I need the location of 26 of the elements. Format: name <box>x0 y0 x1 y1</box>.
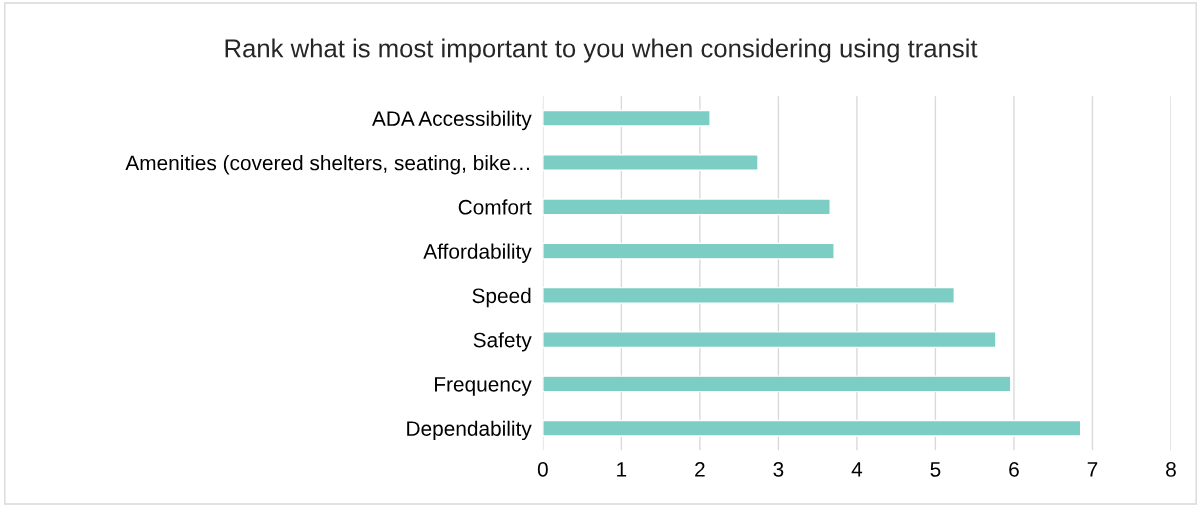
x-tick-label: 4 <box>851 462 863 477</box>
bar <box>542 331 997 349</box>
y-tick-label: Comfort <box>458 199 532 215</box>
y-tick-label: Amenities (covered shelters, seating, bike… <box>125 155 529 175</box>
x-tick-label: 1 <box>617 462 627 477</box>
y-tick-label: Affordability <box>423 243 532 263</box>
bar <box>542 109 711 127</box>
bar <box>542 419 1082 437</box>
y-tick-label: Speed <box>472 287 531 308</box>
x-tick-label: 8 <box>1166 462 1176 477</box>
bar <box>542 375 1012 393</box>
x-tick-label: 3 <box>773 462 784 477</box>
x-tick-label: 5 <box>930 462 941 477</box>
bar <box>542 154 759 171</box>
y-tick-label: ADA Accessibility <box>371 110 532 131</box>
bar <box>542 242 835 260</box>
x-tick-label: 0 <box>537 462 548 477</box>
x-tick-label: 7 <box>1087 462 1098 477</box>
x-tick-label: 6 <box>1009 462 1019 477</box>
y-tick-label: Frequency <box>435 377 532 396</box>
x-tick-label: 2 <box>695 462 705 477</box>
y-tick-label: Safety <box>473 332 532 352</box>
y-tick-label: Dependability <box>407 420 532 441</box>
bar <box>542 286 955 304</box>
chart-title: Rank what is most important to you when considering using transit <box>225 38 978 63</box>
bar <box>542 198 831 216</box>
